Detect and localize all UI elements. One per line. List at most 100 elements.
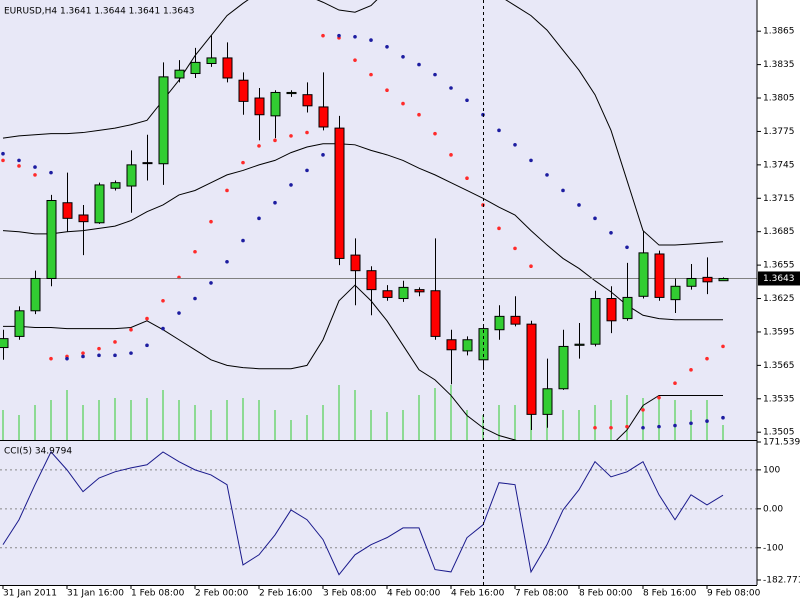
sar-dot	[161, 298, 165, 303]
y-tick-label: 1.3715	[763, 194, 795, 204]
candle-body	[670, 285, 681, 301]
y-tick-label: -182.771	[763, 576, 800, 586]
sar-dot	[289, 183, 293, 187]
cci-title: CCI(5) 34.9794	[4, 447, 72, 457]
sar-dot	[33, 173, 37, 177]
sar-dot	[417, 112, 421, 117]
sar-dot	[593, 425, 597, 430]
candle-body	[174, 69, 185, 79]
x-tick-label: 8 Feb 16:00	[643, 589, 697, 599]
candle-body	[78, 214, 89, 223]
candle-body	[14, 310, 25, 337]
sar-dot	[193, 296, 197, 301]
y-tick-label: 1.3835	[763, 60, 795, 70]
price-label-box	[758, 271, 800, 286]
sar-dot	[433, 72, 437, 77]
sar-dot	[353, 34, 357, 39]
candle-body	[494, 315, 505, 331]
sar-dot	[337, 33, 341, 38]
sar-dot	[321, 153, 325, 157]
candle-body	[158, 76, 169, 165]
sar-dot	[257, 144, 261, 148]
candle-body	[190, 61, 201, 75]
candle-body	[254, 97, 265, 116]
sar-dot	[145, 316, 149, 321]
sar-dot	[97, 346, 101, 351]
candle-body	[302, 94, 313, 107]
x-tick-label: 2 Feb 16:00	[259, 589, 313, 599]
sar-dot	[225, 259, 229, 264]
y-tick-label: 1.3865	[763, 27, 795, 37]
sar-dot	[113, 353, 117, 358]
candle-body	[638, 252, 649, 297]
sar-dot	[369, 38, 373, 42]
sar-dot	[273, 138, 277, 143]
sar-dot	[241, 238, 245, 243]
sar-dot	[721, 415, 725, 420]
sar-dot	[129, 327, 133, 332]
sar-dot	[657, 424, 661, 429]
axes: 1.3865 1.3835 1.3805 1.3775 1.3745 1.3715 1.36…	[2, 27, 800, 599]
candle-body	[30, 277, 41, 312]
candle-body	[286, 91, 297, 95]
x-tick-label: 31 Jan 16:00	[67, 589, 124, 599]
sar-dot	[81, 354, 85, 359]
candle-body	[382, 290, 393, 298]
candle-body	[446, 339, 457, 351]
sar-dot	[641, 425, 645, 430]
sar-dot	[145, 343, 149, 348]
sar-dot	[1, 158, 5, 163]
x-tick-label: 3 Feb 08:00	[323, 589, 377, 599]
sar-dot	[593, 216, 597, 221]
y-tick-label: 1.3805	[763, 94, 795, 104]
candle-body	[270, 91, 281, 117]
sar-dot	[161, 326, 165, 331]
sar-dot	[689, 368, 693, 372]
x-tick-label: 7 Feb 08:00	[515, 589, 569, 599]
sar-dot	[529, 158, 533, 163]
sar-dot	[225, 188, 229, 193]
sar-dot	[433, 131, 437, 136]
sar-dot	[449, 153, 453, 157]
candle-body	[414, 289, 425, 293]
candle-body	[510, 315, 521, 325]
sar-dot	[673, 423, 677, 428]
candle-body	[542, 388, 553, 415]
sar-dot	[17, 164, 21, 168]
sar-dot	[305, 130, 309, 135]
sar-dot	[577, 203, 581, 207]
cci-plot	[0, 451, 757, 576]
sar-dot	[273, 200, 277, 205]
sar-dot	[401, 101, 405, 106]
sar-dot	[385, 88, 389, 93]
sar-dot	[657, 395, 661, 400]
sar-dot	[369, 72, 373, 77]
sar-dot	[401, 55, 405, 59]
sar-dot	[609, 425, 613, 430]
candle-body	[318, 106, 329, 128]
x-tick-label: 4 Feb 00:00	[387, 589, 441, 599]
sar-dot	[33, 165, 37, 169]
sar-dot	[49, 170, 53, 175]
candle-body	[206, 57, 217, 64]
sar-dot	[289, 134, 293, 138]
candle-body	[110, 182, 121, 189]
x-tick-label: 2 Feb 00:00	[195, 589, 249, 599]
sar-dot	[385, 44, 389, 49]
price-label: 1.3643	[763, 274, 795, 284]
sar-dot	[49, 356, 53, 361]
candle-body	[606, 298, 617, 322]
candle-body	[366, 270, 377, 291]
chart-title: EURUSD,H4 1.3641 1.3644 1.3641 1.3643	[4, 7, 195, 17]
sar-dot	[705, 356, 709, 361]
sar-dot	[513, 246, 517, 251]
candle-body	[462, 339, 473, 352]
y-tick-label: -100	[763, 543, 784, 553]
band-middle	[2, 143, 723, 321]
sar-dot	[65, 356, 69, 361]
sar-dot	[129, 351, 133, 355]
y-tick-label: 1.3625	[763, 294, 795, 304]
y-tick-label: 171.5392	[763, 438, 800, 448]
sar-dot	[641, 408, 645, 412]
